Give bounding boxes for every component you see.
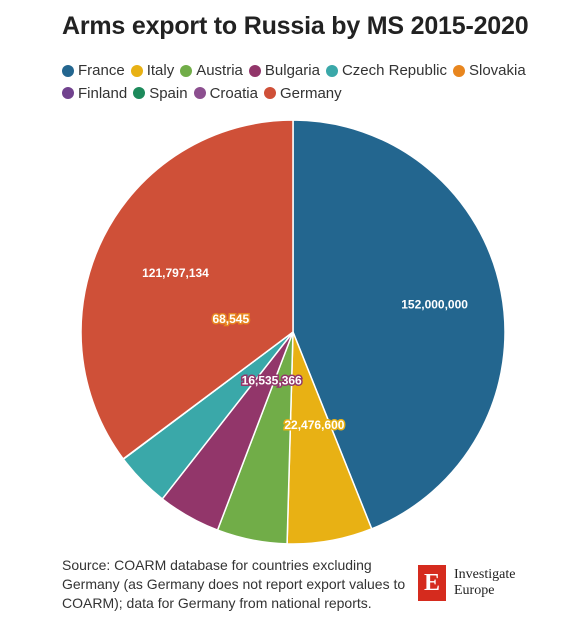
legend-swatch-slovakia [453,64,465,77]
data-label-slovakia: 68,545 [212,312,249,326]
logo-line-2: Europe [454,583,495,598]
pie-slice-germany [80,119,294,460]
legend-label-slovakia: Slovakia [469,62,526,79]
legend-swatch-italy [130,64,143,77]
data-label-italy: 22,476,600 [284,418,344,432]
legend-label-finland: Finland [78,84,128,102]
legend-label-italy: Italy [146,62,175,79]
legend-swatch-spain [133,87,146,99]
data-label-france: 152,000,000 [401,298,468,312]
legend-item-italy: Italy [130,60,175,81]
data-label-bulgaria: 16,535,366 [242,374,302,388]
legend-label-france: France [78,62,125,79]
pie-slices [80,119,506,545]
legend-item-spain: Spain [133,83,188,104]
pie-labels: 152,000,000 22,476,600 16,535,366 68,545 121… [141,265,470,434]
legend-label-germany: Germany [279,84,342,102]
legend-label-czech-republic: Czech Republic [341,62,447,79]
legend-item-germany: Germany [263,83,342,104]
logo-line-1: Investigate [454,567,516,582]
legend-item-finland: Finland [62,83,127,104]
legend-item-austria: Austria [180,60,243,81]
investigate-europe-logo: E Investigate Europe [418,565,515,601]
legend-swatch-finland [62,87,74,99]
legend-swatch-czech-republic [325,64,338,77]
legend-label-croatia: Croatia [209,84,258,102]
legend-swatch-france [62,64,74,77]
legend-swatch-croatia [193,87,206,99]
source-note: Source: COARM database for countries exc… [62,557,406,611]
chart-legend: France Italy Austria Bulgaria Czech Republic… [62,60,532,105]
legend-item-croatia: Croatia [193,83,258,104]
legend-item-bulgaria: Bulgaria [248,60,320,81]
data-label-germany: 121,797,134 [142,266,209,280]
legend-label-bulgaria: Bulgaria [264,62,320,79]
pie-slice-france [292,119,506,530]
logo-mark: E [418,565,446,601]
legend-swatch-austria [180,64,193,77]
legend-swatch-bulgaria [248,64,261,77]
legend-label-spain: Spain [149,84,188,102]
legend-item-slovakia: Slovakia [453,60,526,81]
legend-label-austria: Austria [196,62,243,79]
legend-item-france: France [62,60,125,81]
legend-swatch-germany [263,87,276,99]
chart-title: Arms export to Russia by MS 2015-2020 [62,12,529,40]
logo-text: Investigate Europe [454,567,515,599]
legend-item-czech-republic: Czech Republic [325,60,447,81]
